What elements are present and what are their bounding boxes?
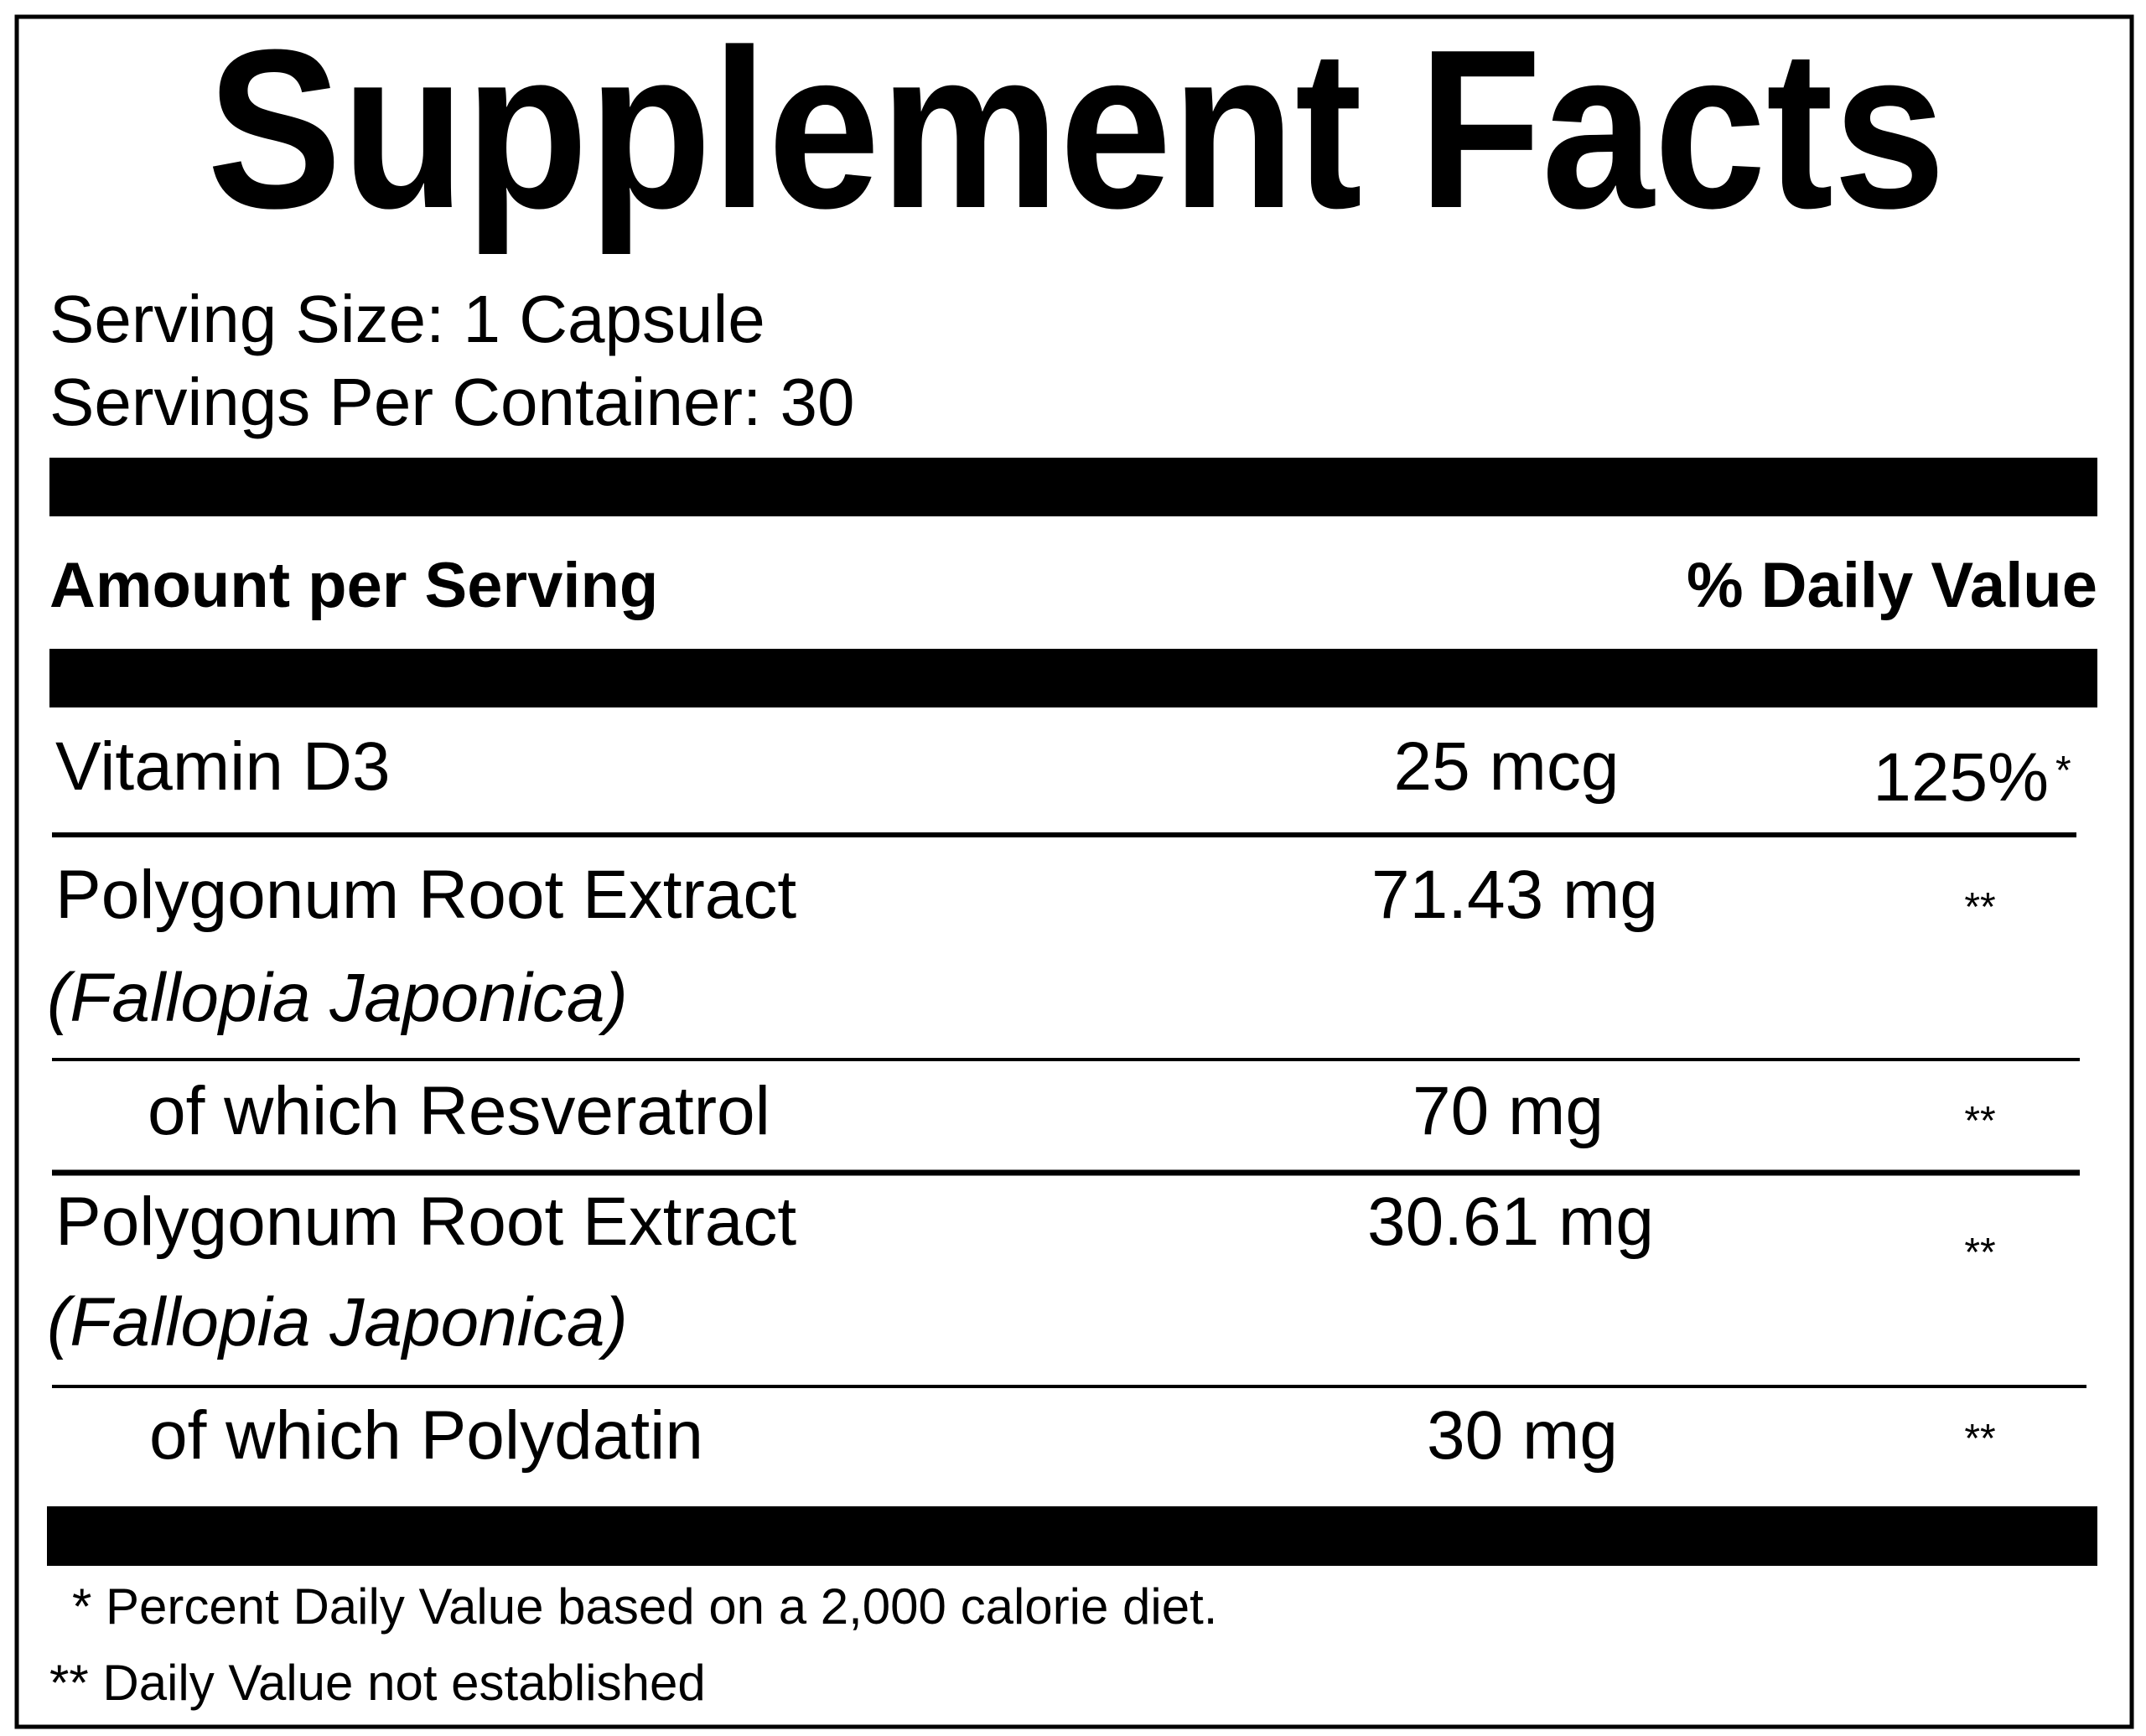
daily-value: 125%: [1873, 739, 2049, 816]
daily-value-note: *: [2055, 749, 2071, 793]
divider-bar: [49, 649, 2097, 707]
footnote: * Percent Daily Value based on a 2,000 c…: [72, 1578, 1217, 1635]
amount-header: Amount per Serving: [49, 550, 658, 621]
label-title: Supplement Facts: [207, 3, 1946, 257]
ingredient-source: (Fallopia Japonica): [47, 960, 628, 1036]
ingredient-name: Vitamin D3: [55, 728, 391, 805]
serving-size: Serving Size: 1 Capsule: [49, 282, 765, 356]
ingredient-amount: 30.61 mg: [1367, 1184, 1654, 1260]
daily-value-note: **: [1964, 1099, 1995, 1143]
divider-bar: [49, 458, 2097, 516]
ingredient-name: of which Polydatin: [149, 1397, 703, 1474]
ingredient-name: Polygonum Root Extract: [55, 1184, 796, 1260]
ingredient-name: Polygonum Root Extract: [55, 857, 796, 933]
ingredient-amount: 70 mg: [1413, 1073, 1604, 1149]
ingredient-name: of which Resveratrol: [148, 1073, 770, 1149]
ingredient-amount: 25 mcg: [1394, 728, 1620, 805]
daily-value-note: **: [1964, 1417, 1995, 1461]
ingredient-amount: 71.43 mg: [1371, 857, 1658, 933]
servings-per-container: Servings Per Container: 30: [49, 365, 855, 439]
ingredient-source: (Fallopia Japonica): [47, 1284, 628, 1360]
divider-bar: [47, 1506, 2097, 1566]
daily-value-note: **: [1964, 885, 1995, 930]
label-border: [14, 14, 2134, 1729]
ingredient-amount: 30 mg: [1427, 1397, 1618, 1474]
daily-value-note: **: [1964, 1231, 1995, 1275]
daily-value-header: % Daily Value: [1687, 550, 2097, 621]
ingredient-rows: Vitamin D3 25 mcg 125% * Polygonum Root Extr…: [47, 728, 2086, 1474]
footnote: ** Daily Value not established: [49, 1655, 706, 1711]
